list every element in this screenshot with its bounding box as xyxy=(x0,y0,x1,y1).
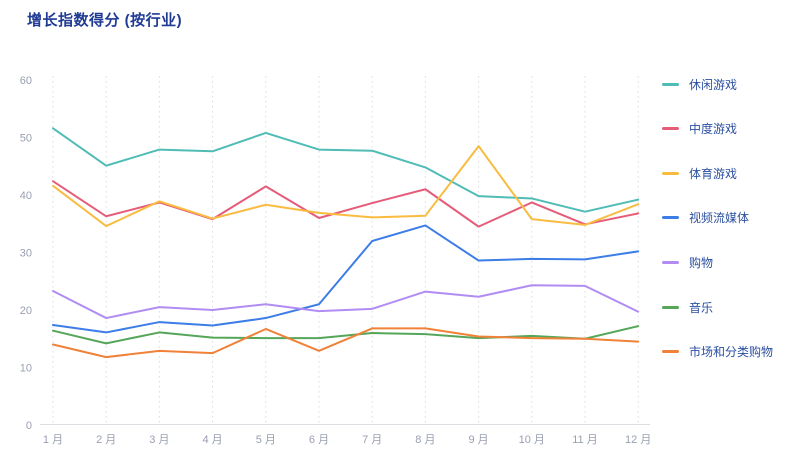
legend-item-1[interactable]: 休闲游戏 xyxy=(662,76,737,92)
legend: 休闲游戏中度游戏体育游戏视频流媒体购物音乐市场和分类购物 xyxy=(662,0,800,468)
x-axis-label: 11 月 xyxy=(572,434,597,446)
legend-swatch xyxy=(662,216,679,220)
legend-swatch xyxy=(662,82,679,86)
x-axis-label: 7 月 xyxy=(362,434,382,446)
legend-label: 中度游戏 xyxy=(689,122,738,137)
legend-item-2[interactable]: 中度游戏 xyxy=(662,121,737,137)
series-line-7[interactable] xyxy=(52,327,640,359)
y-axis-tick: 40 xyxy=(20,190,32,202)
series-line-4[interactable] xyxy=(52,224,640,334)
x-axis-label: 4 月 xyxy=(203,434,223,446)
legend-item-3[interactable]: 体育游戏 xyxy=(662,165,737,181)
x-axis-label: 8 月 xyxy=(415,434,435,446)
legend-label: 市场和分类购物 xyxy=(689,345,774,360)
legend-label: 体育游戏 xyxy=(689,166,738,181)
series-line-3[interactable] xyxy=(52,145,640,228)
x-axis-label: 1 月 xyxy=(43,434,63,446)
series-line-6[interactable] xyxy=(52,325,640,345)
y-axis-tick: 30 xyxy=(20,248,32,260)
legend-swatch xyxy=(662,171,679,175)
legend-item-5[interactable]: 购物 xyxy=(662,254,713,270)
legend-swatch xyxy=(662,260,679,264)
legend-swatch xyxy=(662,350,679,354)
y-axis-tick: 10 xyxy=(20,363,32,375)
x-axis-label: 9 月 xyxy=(469,434,489,446)
x-axis-label: 5 月 xyxy=(256,434,276,446)
x-axis-label: 2 月 xyxy=(96,434,116,446)
y-axis-tick: 50 xyxy=(20,133,32,145)
legend-label: 音乐 xyxy=(689,300,714,315)
x-axis-label: 10 月 xyxy=(519,434,545,446)
x-axis-label: 3 月 xyxy=(149,434,169,446)
legend-item-7[interactable]: 市场和分类购物 xyxy=(662,344,773,360)
legend-label: 休闲游戏 xyxy=(689,77,738,92)
y-axis-tick: 20 xyxy=(20,305,32,317)
legend-swatch xyxy=(662,127,679,131)
legend-item-4[interactable]: 视频流媒体 xyxy=(662,210,749,226)
series-line-1[interactable] xyxy=(52,127,640,213)
legend-swatch xyxy=(662,305,679,309)
legend-label: 视频流媒体 xyxy=(689,211,750,226)
chart-title: 增长指数得分 (按行业) xyxy=(27,12,183,29)
legend-label: 购物 xyxy=(689,255,714,270)
line-chart: 1 月 2 月 3 月 4 月 5 月 6 月 7 月 8 月 9 月 10 月 11 月 12 月 6… xyxy=(20,75,652,446)
y-axis-tick: 60 xyxy=(20,75,32,87)
series-line-5[interactable] xyxy=(52,284,640,320)
y-axis-tick: 0 xyxy=(26,420,32,432)
legend-item-6[interactable]: 音乐 xyxy=(662,299,713,315)
x-axis-label: 12 月 xyxy=(625,434,651,446)
x-axis-label: 6 月 xyxy=(309,434,329,446)
